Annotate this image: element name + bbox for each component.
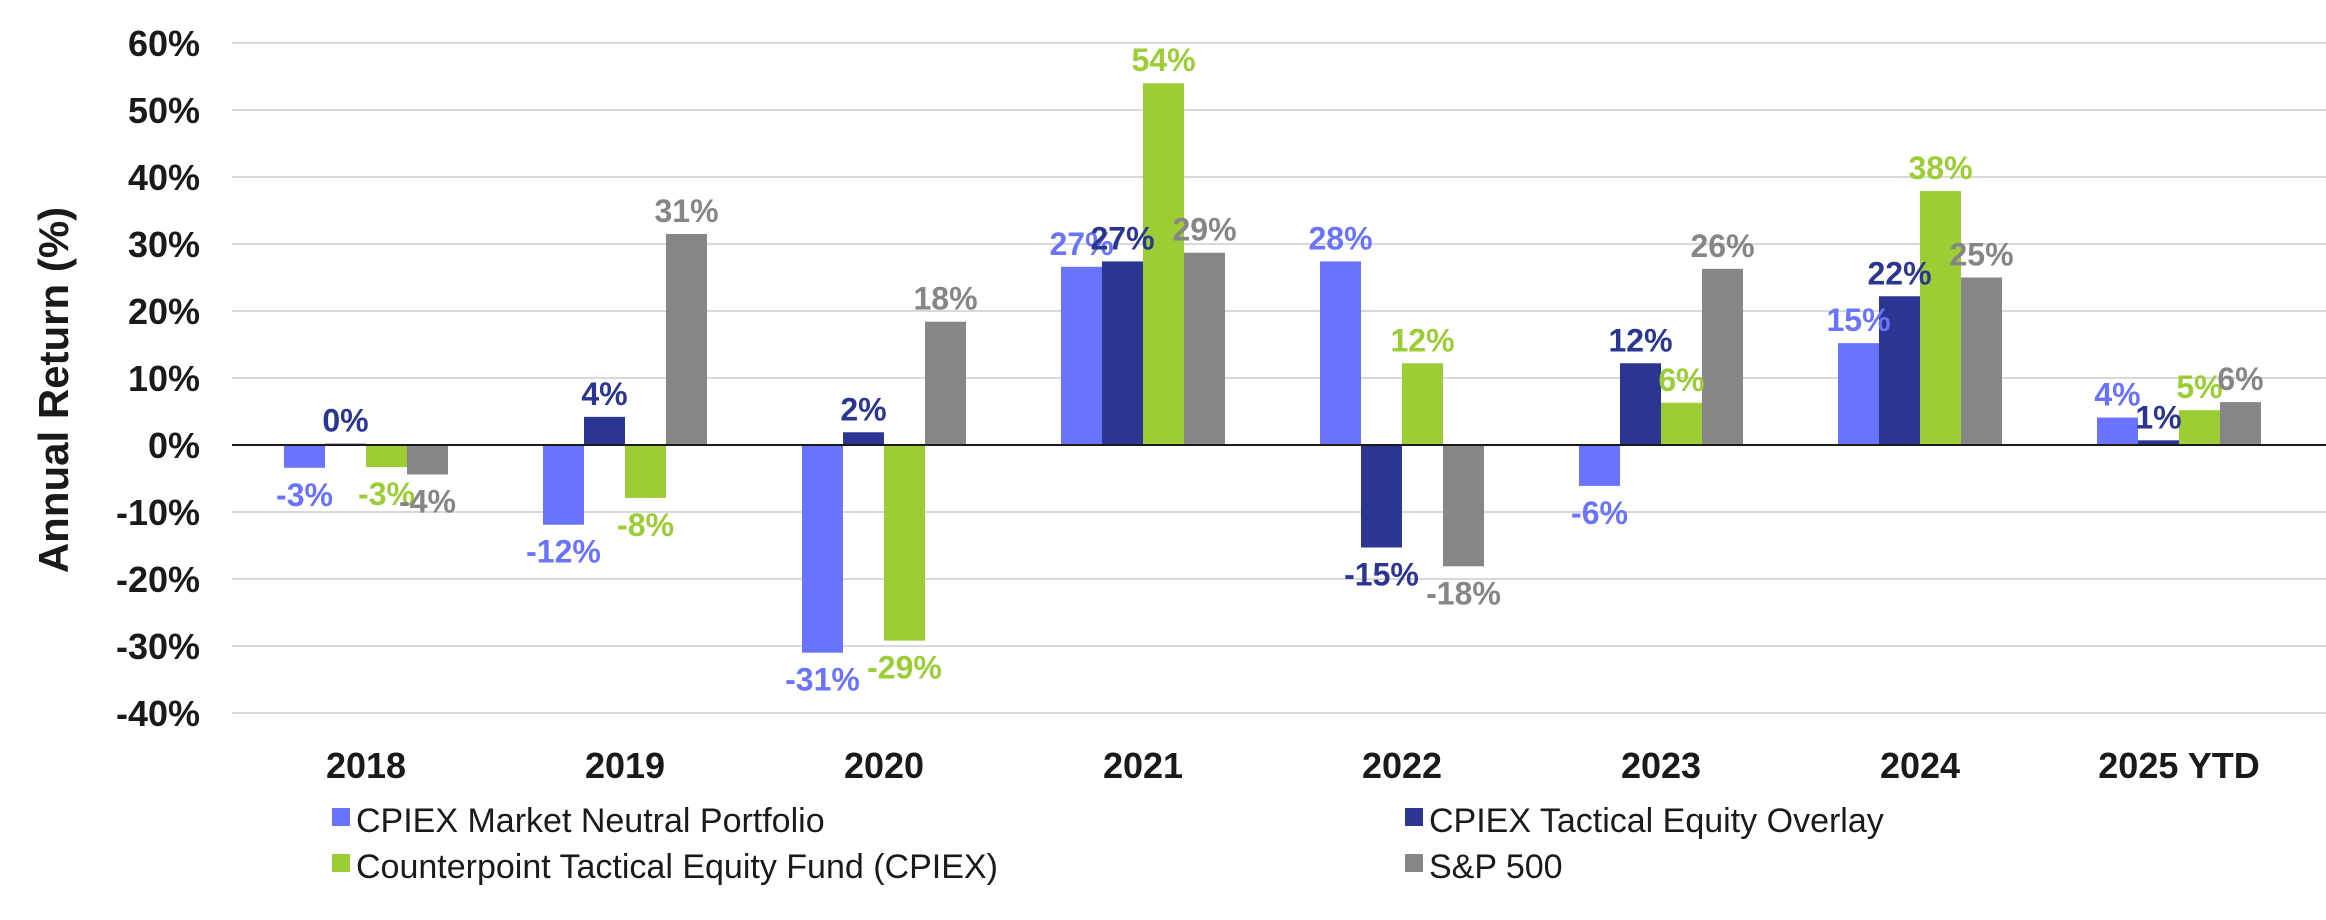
- data-label: -31%: [785, 662, 860, 698]
- bar-cpiex-market-neutral-portfolio-2018: [284, 445, 325, 468]
- y-axis-ticks: 60% 50% 40% 30% 20% 10% 0% -10% -20% -30% -40%: [116, 23, 200, 734]
- bar-layer: [284, 83, 2261, 653]
- data-label: -18%: [1426, 575, 1501, 611]
- bar-cpiex-tactical-equity-overlay-2025-ytd: [2138, 440, 2179, 445]
- x-category-label: 2025 YTD: [2098, 745, 2259, 786]
- data-label: 2%: [840, 391, 886, 427]
- data-label: 5%: [2176, 369, 2222, 405]
- y-tick-label: 50%: [128, 90, 200, 131]
- data-label: 26%: [1690, 228, 1754, 264]
- bar-cpiex-market-neutral-portfolio-2023: [1579, 445, 1620, 486]
- bar-cpiex-market-neutral-portfolio-2022: [1320, 261, 1361, 445]
- legend-swatch: [332, 854, 350, 872]
- bar-cpiex-tactical-equity-overlay-2020: [843, 432, 884, 445]
- data-label: 31%: [654, 193, 718, 229]
- grid-layer: [232, 42, 2326, 714]
- data-label: 54%: [1131, 42, 1195, 78]
- bar-counterpoint-tactical-equity-fund-cpiex--2023: [1661, 402, 1702, 445]
- data-label: -3%: [276, 477, 333, 513]
- legend-label: Counterpoint Tactical Equity Fund (CPIEX…: [356, 848, 998, 886]
- x-category-label: 2018: [326, 745, 406, 786]
- bar-s-p-500-2023: [1702, 268, 1743, 445]
- data-label: -29%: [867, 650, 942, 686]
- bar-counterpoint-tactical-equity-fund-cpiex--2020: [884, 445, 925, 641]
- bar-counterpoint-tactical-equity-fund-cpiex--2024: [1920, 191, 1961, 445]
- data-label: 15%: [1826, 302, 1890, 338]
- data-label: 25%: [1949, 237, 2013, 273]
- bar-cpiex-tactical-equity-overlay-2023: [1620, 363, 1661, 445]
- bar-cpiex-tactical-equity-overlay-2024: [1879, 296, 1920, 445]
- data-label: -8%: [617, 507, 674, 543]
- y-tick-label: 10%: [128, 358, 200, 399]
- x-category-label: 2020: [844, 745, 924, 786]
- data-label: -6%: [1571, 495, 1628, 531]
- data-label: 12%: [1390, 322, 1454, 358]
- data-label: 0%: [322, 403, 368, 439]
- data-label: -12%: [526, 534, 601, 570]
- bar-s-p-500-2018: [407, 445, 448, 475]
- x-category-label: 2022: [1362, 745, 1442, 786]
- y-tick-label: -10%: [116, 492, 200, 533]
- x-category-label: 2024: [1880, 745, 1960, 786]
- data-label: 6%: [1658, 362, 1704, 398]
- legend-label: CPIEX Market Neutral Portfolio: [356, 802, 825, 840]
- bar-cpiex-tactical-equity-overlay-2021: [1102, 261, 1143, 445]
- x-category-label: 2021: [1103, 745, 1183, 786]
- bar-cpiex-tactical-equity-overlay-2022: [1361, 445, 1402, 548]
- bar-cpiex-market-neutral-portfolio-2021: [1061, 266, 1102, 445]
- bar-cpiex-tactical-equity-overlay-2019: [584, 416, 625, 445]
- legend-label: S&P 500: [1429, 848, 1563, 886]
- data-label: 4%: [581, 376, 627, 412]
- data-label: -4%: [399, 483, 456, 519]
- bar-s-p-500-2019: [666, 233, 707, 445]
- legend-swatch: [1405, 854, 1423, 872]
- data-label: 12%: [1608, 322, 1672, 358]
- data-label: 28%: [1308, 220, 1372, 256]
- bar-s-p-500-2021: [1184, 252, 1225, 445]
- y-tick-label: 0%: [148, 425, 200, 466]
- data-label: 27%: [1049, 226, 1113, 262]
- bar-s-p-500-2020: [925, 321, 966, 445]
- data-label: 6%: [2217, 361, 2263, 397]
- y-tick-label: 60%: [128, 23, 200, 64]
- x-category-label: 2019: [585, 745, 665, 786]
- bar-cpiex-market-neutral-portfolio-2020: [802, 445, 843, 653]
- x-axis-categories: 2018 2019 2020 2021 2022 2023 2024 2025 YTD: [326, 745, 2260, 786]
- data-label: 29%: [1172, 212, 1236, 248]
- data-label: 38%: [1908, 150, 1972, 186]
- data-label: 1%: [2135, 399, 2181, 435]
- bar-counterpoint-tactical-equity-fund-cpiex--2025-ytd: [2179, 410, 2220, 445]
- x-category-label: 2023: [1621, 745, 1701, 786]
- data-label: 22%: [1867, 255, 1931, 291]
- data-label: 27%: [1090, 220, 1154, 256]
- y-tick-label: 20%: [128, 291, 200, 332]
- data-label: 4%: [2094, 377, 2140, 413]
- bar-s-p-500-2025-ytd: [2220, 402, 2261, 445]
- y-tick-label: -40%: [116, 693, 200, 734]
- bar-counterpoint-tactical-equity-fund-cpiex--2022: [1402, 363, 1443, 445]
- bar-counterpoint-tactical-equity-fund-cpiex--2019: [625, 445, 666, 498]
- y-tick-label: -30%: [116, 626, 200, 667]
- y-axis-title: Annual Return (%): [30, 207, 77, 573]
- legend: CPIEX Market Neutral Portfolio CPIEX Tact…: [332, 802, 1884, 886]
- data-label: -3%: [358, 476, 415, 512]
- bar-cpiex-market-neutral-portfolio-2025-ytd: [2097, 417, 2138, 445]
- y-tick-label: 30%: [128, 224, 200, 265]
- y-tick-label: -20%: [116, 559, 200, 600]
- bar-counterpoint-tactical-equity-fund-cpiex--2018: [366, 445, 407, 468]
- legend-swatch: [332, 808, 350, 826]
- legend-label: CPIEX Tactical Equity Overlay: [1429, 802, 1884, 840]
- y-tick-label: 40%: [128, 157, 200, 198]
- bar-s-p-500-2022: [1443, 445, 1484, 567]
- data-label: -15%: [1344, 557, 1419, 593]
- bar-cpiex-market-neutral-portfolio-2019: [543, 445, 584, 525]
- data-label: 18%: [913, 281, 977, 317]
- bar-counterpoint-tactical-equity-fund-cpiex--2021: [1143, 83, 1184, 445]
- bar-s-p-500-2024: [1961, 277, 2002, 445]
- bar-cpiex-market-neutral-portfolio-2024: [1838, 343, 1879, 445]
- legend-swatch: [1405, 808, 1423, 826]
- data-label-layer: -3%0%-3%-4%-12%4%-8%31%-31%2%-29%18%27%2…: [276, 42, 2264, 698]
